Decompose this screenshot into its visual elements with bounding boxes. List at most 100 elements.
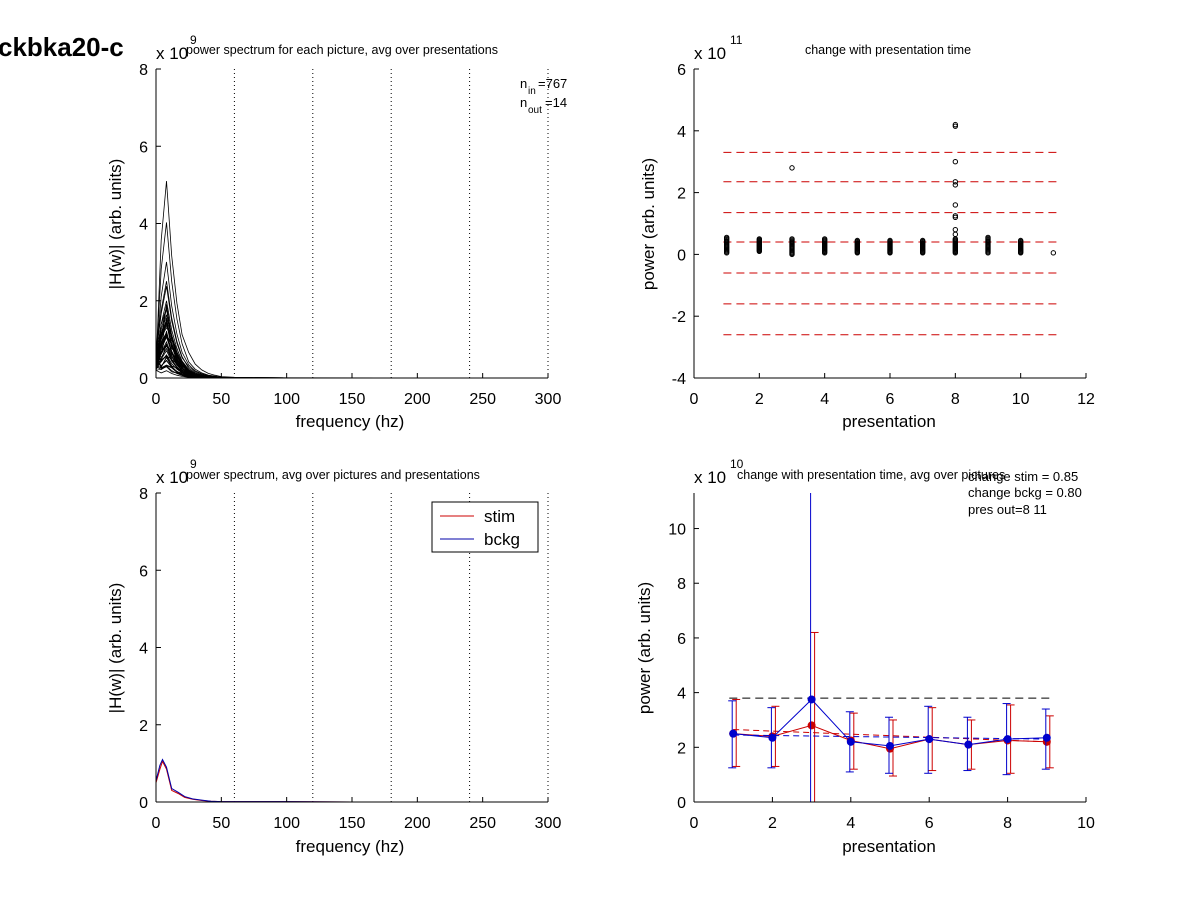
x-axis-label-p2: presentation xyxy=(842,412,936,431)
y-axis-label-p4: power (arb. units) xyxy=(635,582,654,714)
data-point xyxy=(985,234,991,241)
outlier-point xyxy=(789,165,795,171)
marker-bckg xyxy=(925,735,934,744)
x-axis-label-p4: presentation xyxy=(842,837,936,856)
x-tick-label: 10 xyxy=(1012,391,1030,408)
y-tick-label: 2 xyxy=(139,718,148,735)
marker-bckg xyxy=(807,695,816,704)
spectrum-line xyxy=(155,332,548,379)
spectrum-line xyxy=(155,317,549,379)
spectrum-line xyxy=(155,343,548,379)
spectrum-line xyxy=(155,320,548,379)
annotation-change-bckg: change bckg = 0.80 xyxy=(968,485,1082,500)
marker-bckg xyxy=(1003,735,1012,744)
y-multiplier-p2: x 10 xyxy=(694,44,726,63)
outlier-point xyxy=(952,179,959,185)
spectrum-line xyxy=(155,331,548,379)
spectrum-line xyxy=(155,300,549,379)
spectrum-line xyxy=(155,335,548,379)
spectrum-line xyxy=(155,330,548,379)
marker-bckg xyxy=(886,741,894,750)
spectrum-line xyxy=(155,222,549,379)
spectrum-line xyxy=(155,340,548,379)
y-tick-label: 0 xyxy=(677,247,686,264)
spectrum-line xyxy=(155,343,548,379)
x-tick-label: 0 xyxy=(152,391,161,408)
x-tick-label: 250 xyxy=(469,815,496,832)
spectrum-line xyxy=(155,320,549,379)
y-tick-label: 4 xyxy=(139,217,148,234)
x-tick-label: 100 xyxy=(273,815,300,832)
y-tick-label: 6 xyxy=(677,62,686,79)
y-tick-label: 2 xyxy=(677,186,686,203)
panel-power-spectrum-each-picture: 0 50 100 150 200 250 300 0 2 4 6 8 power spectrum f… xyxy=(106,33,567,431)
y-multiplier-exponent-p4: 10 xyxy=(730,457,744,471)
panel-change-with-presentation-time: 0 2 4 6 8 10 12 -4 -2 0 2 4 6 change with presentati… xyxy=(639,33,1095,431)
y-tick-label: 8 xyxy=(139,62,148,79)
data-point xyxy=(723,234,730,241)
series-line-bckg xyxy=(155,758,548,803)
spectrum-line xyxy=(155,308,549,379)
marker-stim xyxy=(807,721,816,730)
y-tick-label: -4 xyxy=(672,371,686,388)
panel-power-spectrum-avg: 0 50 100 150 200 250 300 0 2 4 6 8 power spectrum, … xyxy=(106,457,561,856)
legend-box xyxy=(431,501,539,553)
y-multiplier-p3: x 10 xyxy=(156,468,188,487)
outlier-point xyxy=(952,123,959,129)
spectrum-line xyxy=(155,343,548,379)
outlier-point xyxy=(1050,250,1057,256)
outlier-point xyxy=(952,214,959,221)
plot-title-p2: change with presentation time xyxy=(805,43,971,57)
y-multiplier-p1: x 10 xyxy=(156,44,188,63)
spectrum-line xyxy=(155,343,548,379)
x-tick-label: 6 xyxy=(925,815,934,832)
fit-line-stim xyxy=(733,729,1047,743)
x-tick-label: 250 xyxy=(469,391,496,408)
annotation-n-in: n in =767 xyxy=(520,76,567,97)
data-point xyxy=(887,237,893,244)
x-tick-label: 300 xyxy=(535,391,562,408)
x-tick-label: 0 xyxy=(690,815,699,832)
panel-change-avg-over-pictures: 0 2 4 6 8 10 0 2 4 6 8 10 change with presentation … xyxy=(635,457,1095,856)
annotation-n-in-sub: in xyxy=(528,86,536,97)
spectrum-line xyxy=(155,321,548,379)
plot-area-p4: 0 2 4 6 8 10 0 2 4 6 8 10 xyxy=(668,493,1095,832)
annotation-n-out-value: =14 xyxy=(545,95,567,110)
y-tick-label: 2 xyxy=(139,294,148,311)
x-tick-label: 50 xyxy=(212,391,230,408)
y-tick-label: 0 xyxy=(139,795,148,812)
data-point xyxy=(1017,237,1024,244)
data-point xyxy=(854,237,861,244)
plot-title-p1: power spectrum for each picture, avg ove… xyxy=(186,43,498,57)
x-tick-label: 10 xyxy=(1077,815,1095,832)
spectrum-line xyxy=(155,331,548,379)
y-multiplier-p4: x 10 xyxy=(694,468,726,487)
data-point xyxy=(821,236,828,242)
x-tick-label: 150 xyxy=(339,391,366,408)
x-tick-label: 2 xyxy=(755,391,764,408)
annotation-pres-out: pres out=8 11 xyxy=(968,502,1047,517)
y-tick-label: 6 xyxy=(677,631,686,648)
spectrum-line xyxy=(155,261,549,379)
y-tick-label: 4 xyxy=(139,641,148,658)
spectrum-line xyxy=(155,308,549,379)
annotation-change-stim: change stim = 0.85 xyxy=(968,469,1078,484)
y-tick-label: 10 xyxy=(668,522,686,539)
y-axis-label-p3: |H(w)| (arb. units) xyxy=(106,583,125,714)
y-tick-label: 4 xyxy=(677,124,686,141)
plot-area-p1: 0 50 100 150 200 250 300 0 2 4 6 8 xyxy=(139,62,561,408)
annotation-n-out-main: n xyxy=(520,95,527,110)
spectrum-line xyxy=(155,333,548,379)
x-tick-label: 0 xyxy=(690,391,699,408)
spectrum-line xyxy=(155,308,549,379)
x-tick-label: 6 xyxy=(886,391,895,408)
spectrum-line xyxy=(155,319,549,379)
series-line-bckg xyxy=(733,698,1047,747)
x-tick-label: 150 xyxy=(339,815,366,832)
data-point xyxy=(756,236,763,242)
plot-title-p3: power spectrum, avg over pictures and pr… xyxy=(186,468,480,482)
spectrum-line xyxy=(155,331,548,379)
page-title: ckbka20-c xyxy=(0,32,124,62)
spectrum-line xyxy=(155,331,548,379)
spectrum-line xyxy=(155,343,548,379)
